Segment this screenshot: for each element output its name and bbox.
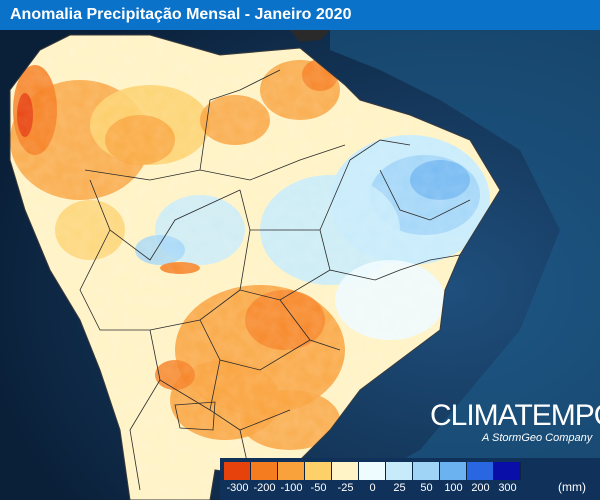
political-borders [79,69,471,491]
precipitation-anomaly-map [0,30,600,500]
brand-logo: CLIMATEMPO A StormGeo Company [430,399,600,445]
legend-swatch-2 [278,462,305,480]
legend-swatch-4 [332,462,359,480]
legend-label-10: 300 [498,482,517,494]
legend-label-4: -25 [337,482,354,494]
legend-swatch-6 [386,462,413,480]
color-legend: -300 -200 -100 -50 -25 0 25 50 100 200 300 (mm) [220,458,600,500]
page-title: Anomalia Precipitação Mensal - Janeiro 2… [10,6,352,23]
legend-swatch-10 [494,462,521,480]
legend-swatch-7 [413,462,440,480]
brand-tagline: A StormGeo Company [482,432,593,444]
title-bar: Anomalia Precipitação Mensal - Janeiro 2… [0,0,600,30]
legend-swatch-3 [305,462,332,480]
continent-outline [9,34,501,500]
legend-swatch-8 [440,462,467,480]
legend-label-3: -50 [310,482,327,494]
legend-swatch-0 [224,462,251,480]
legend-label-2: -100 [280,482,303,494]
legend-label-0: -300 [226,482,249,494]
legend-color-bar [224,462,521,480]
legend-labels: -300 -200 -100 -50 -25 0 25 50 100 200 300 [224,482,521,496]
shelf-shading [330,30,600,500]
caribbean-islands [290,30,330,42]
legend-swatch-1 [251,462,278,480]
legend-label-6: 25 [393,482,406,494]
legend-label-5: 0 [369,482,376,494]
legend-unit: (mm) [558,480,586,494]
legend-label-9: 200 [471,482,490,494]
brand-name: CLIMATEMPO [430,399,600,432]
legend-swatch-9 [467,462,494,480]
legend-swatch-5 [359,462,386,480]
legend-label-1: -200 [253,482,276,494]
legend-label-7: 50 [420,482,433,494]
legend-label-8: 100 [444,482,463,494]
